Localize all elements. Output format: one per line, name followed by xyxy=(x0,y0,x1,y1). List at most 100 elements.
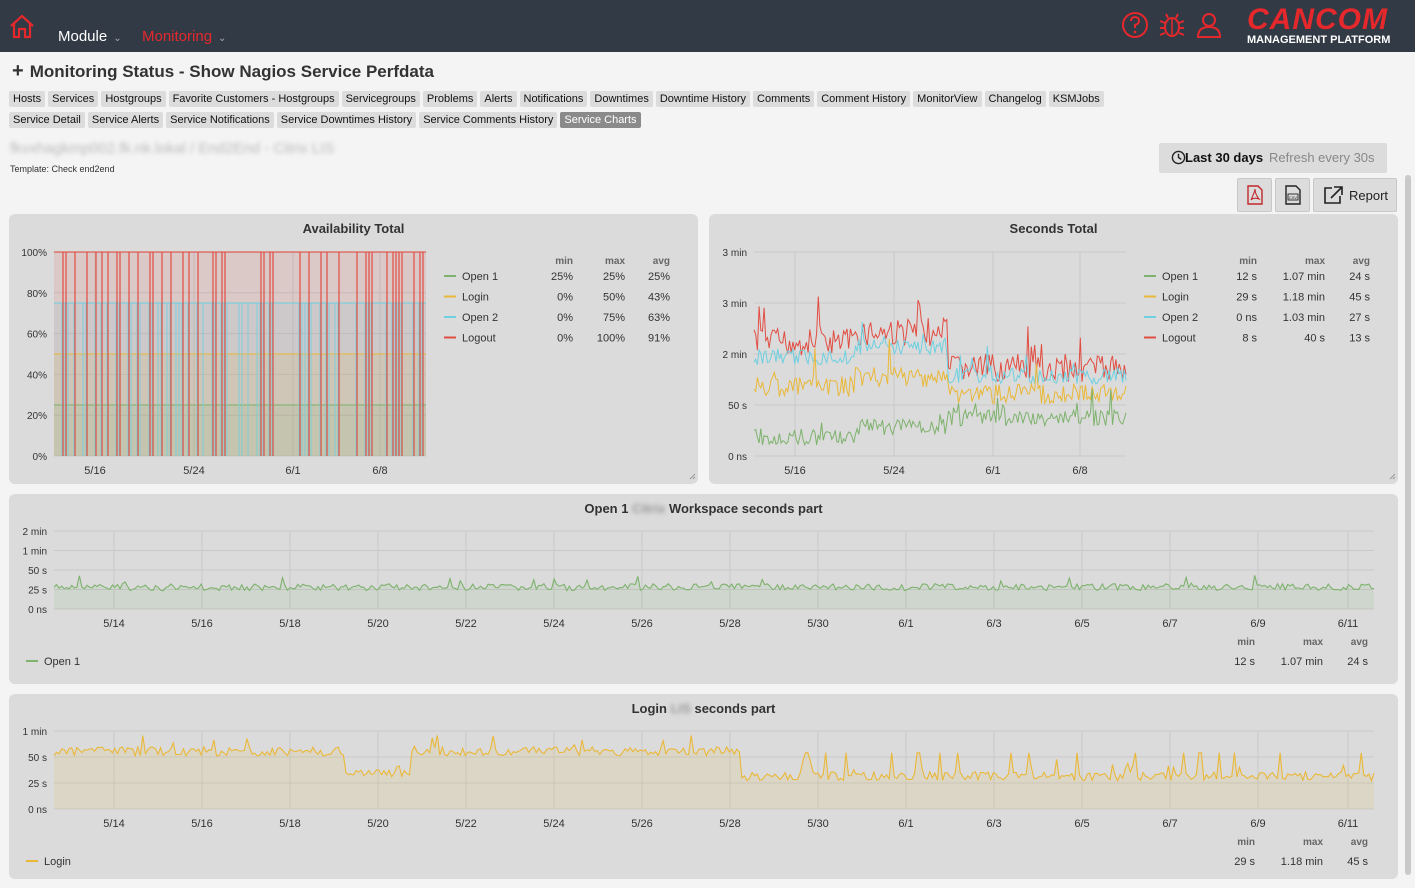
tab-service-charts[interactable]: Service Charts xyxy=(560,112,641,128)
user-icon[interactable] xyxy=(1194,10,1224,40)
legend-max-value: 1.07 min xyxy=(1283,271,1325,283)
x-tick-label: 5/20 xyxy=(367,618,388,630)
open1-title: Open 1 Citrix Workspace seconds part xyxy=(9,501,1398,516)
home-icon[interactable] xyxy=(8,12,36,40)
availability-chart: 100% 80% 60% 40% 20% 0% 5/16 5/24 6/1 6/8 min max av… xyxy=(21,248,696,480)
tab-favorite-customers-hostgroups[interactable]: Favorite Customers - Hostgroups xyxy=(168,91,339,107)
tab-downtimes[interactable]: Downtimes xyxy=(590,91,653,107)
nav-monitoring[interactable]: Monitoring ⌄ xyxy=(142,28,226,45)
nav-monitoring-label: Monitoring xyxy=(142,28,213,45)
legend-min-value: 0% xyxy=(557,292,573,304)
legend-min-value: 12 s xyxy=(1236,271,1257,283)
legend-series-name: Logout xyxy=(462,333,496,345)
legend-series-name: Login xyxy=(44,856,71,868)
legend-header-max: max xyxy=(1305,256,1325,267)
tab-hostgroups[interactable]: Hostgroups xyxy=(101,91,166,107)
legend-max-value: 1.03 min xyxy=(1283,312,1325,324)
legend-min-value: 25% xyxy=(551,271,573,283)
tab-problems[interactable]: Problems xyxy=(422,91,478,107)
y-tick-label: 0 ns xyxy=(28,605,47,616)
csv-icon: CSV xyxy=(1284,185,1301,205)
svg-text:CSV: CSV xyxy=(1288,195,1297,200)
pdf-icon xyxy=(1246,185,1263,205)
x-tick-label: 5/28 xyxy=(719,618,740,630)
legend-avg-value: 25% xyxy=(648,271,670,283)
legend-min-value: 0 ns xyxy=(1236,312,1257,324)
legend-avg-value: 45 s xyxy=(1347,856,1368,868)
logo-tagline: MANAGEMENT PLATFORM xyxy=(1247,34,1391,46)
plus-icon[interactable]: + xyxy=(12,60,24,82)
tab-service-downtimes-history[interactable]: Service Downtimes History xyxy=(276,112,417,128)
tab-hosts[interactable]: Hosts xyxy=(9,91,46,107)
csv-export-button[interactable]: CSV xyxy=(1275,178,1310,212)
y-tick-label: 3 min xyxy=(723,248,747,259)
y-tick-label: 0 ns xyxy=(28,805,47,816)
tab-ksmjobs[interactable]: KSMJobs xyxy=(1048,91,1104,107)
x-tick-label: 5/30 xyxy=(807,618,828,630)
nav-module[interactable]: Module ⌄ xyxy=(58,28,122,45)
legend-min-value: 12 s xyxy=(1234,656,1255,668)
y-tick-label: 80% xyxy=(27,289,47,300)
availability-panel: Availability Total 100% 80% 60% 40% 20% 0% 5/1… xyxy=(9,214,698,484)
legend-series-name: Open 2 xyxy=(462,312,498,324)
legend-header-min: min xyxy=(1237,837,1255,848)
x-tick-label: 6/1 xyxy=(985,465,1000,477)
pdf-export-button[interactable] xyxy=(1237,178,1272,212)
legend-avg-value: 43% xyxy=(648,292,670,304)
tab-servicegroups[interactable]: Servicegroups xyxy=(341,91,420,107)
tab-comments[interactable]: Comments xyxy=(753,91,815,107)
y-tick-label: 1 min xyxy=(23,547,47,558)
clock-icon xyxy=(1171,150,1186,165)
cancom-logo: CANCOM MANAGEMENT PLATFORM xyxy=(1247,4,1407,47)
tab-comment-history[interactable]: Comment History xyxy=(817,91,911,107)
tab-downtime-history[interactable]: Downtime History xyxy=(655,91,751,107)
x-tick-label: 5/18 xyxy=(279,618,300,630)
tab-service-detail[interactable]: Service Detail xyxy=(9,112,85,128)
scrollbar[interactable] xyxy=(1405,175,1411,875)
x-tick-label: 6/3 xyxy=(986,618,1001,630)
y-tick-label: 0% xyxy=(33,452,48,463)
tab-notifications[interactable]: Notifications xyxy=(519,91,588,107)
x-tick-label: 6/5 xyxy=(1074,618,1089,630)
legend-avg-value: 91% xyxy=(648,333,670,345)
legend-header-avg: avg xyxy=(1351,837,1368,848)
tab-service-comments-history[interactable]: Service Comments History xyxy=(419,112,558,128)
tab-alerts[interactable]: Alerts xyxy=(480,91,517,107)
tab-services[interactable]: Services xyxy=(48,91,99,107)
tab-monitorview[interactable]: MonitorView xyxy=(913,91,982,107)
x-tick-label: 5/14 xyxy=(103,618,124,630)
x-tick-label: 5/14 xyxy=(103,818,124,830)
template-label: Template: Check end2end xyxy=(10,164,115,174)
resize-handle-icon xyxy=(689,473,696,480)
y-tick-label: 50 s xyxy=(728,401,747,412)
y-tick-label: 2 min xyxy=(23,527,47,538)
legend-min-value: 0% xyxy=(557,333,573,345)
legend-series-name: Open 1 xyxy=(44,656,80,668)
y-tick-label: 1 min xyxy=(23,727,47,738)
legend-header-min: min xyxy=(555,256,573,267)
legend-avg-value: 27 s xyxy=(1349,312,1370,324)
legend-header-max: max xyxy=(1303,837,1323,848)
open1-chart: 2 min 1 min 50 s 25 s 0 ns 5/14 5/16 5/18 5/20 5/… xyxy=(23,527,1375,668)
open1-title-a: Open 1 xyxy=(584,501,629,516)
resize-handle-icon xyxy=(1389,473,1396,480)
login-title-b: seconds part xyxy=(694,701,776,716)
series-area xyxy=(54,405,426,456)
y-tick-label: 2 min xyxy=(723,350,747,361)
legend-min-value: 8 s xyxy=(1242,333,1257,345)
tab-service-notifications[interactable]: Service Notifications xyxy=(166,112,274,128)
time-range-picker[interactable]: Last 30 days Refresh every 30s xyxy=(1159,143,1387,173)
tab-service-alerts[interactable]: Service Alerts xyxy=(87,112,164,128)
external-link-icon xyxy=(1324,186,1343,204)
x-tick-label: 5/22 xyxy=(455,818,476,830)
refresh-label: Refresh every 30s xyxy=(1269,150,1375,165)
x-tick-label: 5/24 xyxy=(543,818,564,830)
seconds-panel: Seconds Total 3 min 3 min 2 min 50 s 0 ns 5/1… xyxy=(709,214,1398,484)
y-tick-label: 25 s xyxy=(28,586,47,597)
legend-series-name: Open 2 xyxy=(1162,312,1198,324)
report-button[interactable]: Report xyxy=(1313,178,1397,212)
bug-icon[interactable] xyxy=(1157,10,1187,40)
tab-changelog[interactable]: Changelog xyxy=(984,91,1046,107)
help-icon[interactable] xyxy=(1120,10,1150,40)
x-tick-label: 5/22 xyxy=(455,618,476,630)
